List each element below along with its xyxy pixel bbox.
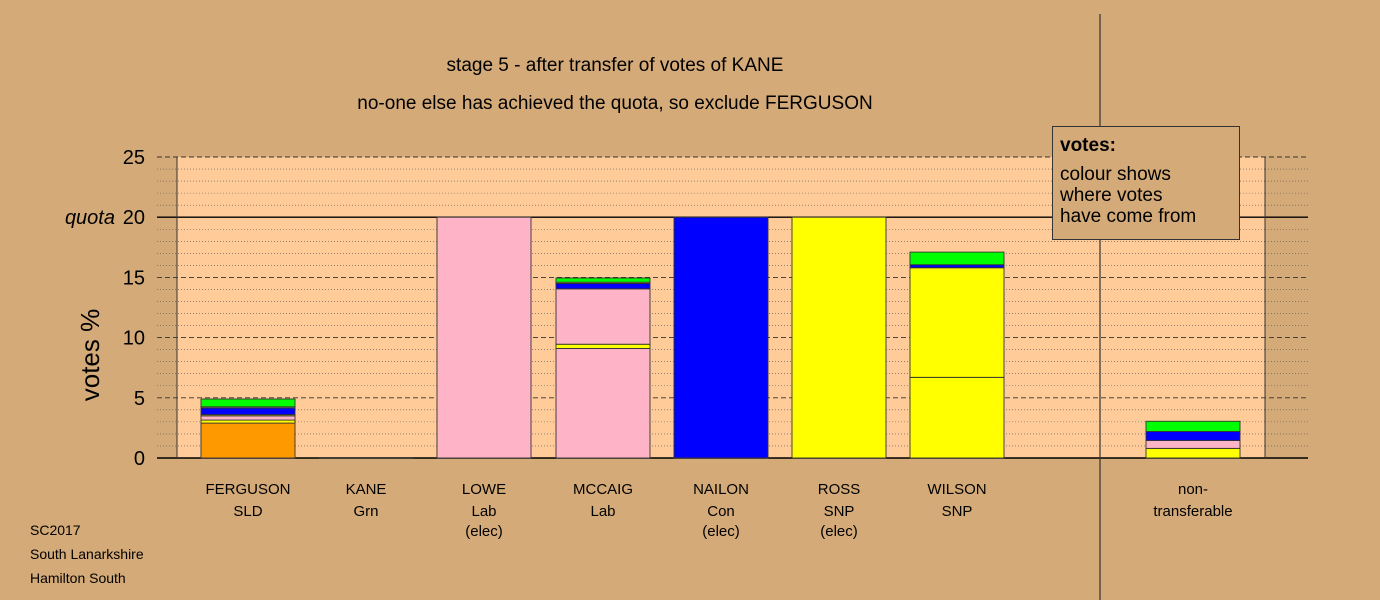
bar-wilson-segment-grn — [909, 251, 1005, 266]
bar-nailon-segment-con — [673, 216, 769, 459]
y-tick-label: 15 — [123, 267, 145, 289]
bar-wilson-segment-con — [909, 264, 1005, 269]
bar-wilson-segment-snp — [909, 267, 1005, 378]
bar-mccaig-segment-lab — [555, 347, 651, 459]
bar-ferguson-segment-sld — [200, 422, 296, 459]
footer-election: SC2017 — [30, 522, 81, 538]
bar-ferguson-segment-con — [200, 407, 296, 416]
bar-mccaig-segment-grn — [555, 277, 651, 283]
candidate-name-label: MCCAIG — [573, 481, 633, 498]
y-tick-label: 25 — [123, 147, 145, 169]
legend-text: colour shows where votes have come from — [1060, 164, 1197, 227]
bar-wilson-segment-snp — [909, 376, 1005, 459]
candidate-party-label: SLD — [233, 503, 262, 520]
candidate-party-label: SNP — [942, 503, 973, 520]
bar-ferguson-segment-grn — [200, 398, 296, 408]
candidate-party-label: Lab — [590, 503, 615, 520]
legend-heading: votes: — [1060, 135, 1116, 156]
y-tick-label: 20 — [123, 207, 145, 229]
bar-mccaig-segment-lab — [555, 288, 651, 345]
bar-nontransferable-segment-con — [1145, 431, 1241, 441]
bar-mccaig-segment-con — [555, 282, 651, 290]
footer-council: South Lanarkshire — [30, 546, 144, 562]
nontransferable-label: transferable — [1153, 503, 1232, 520]
y-tick-label: 10 — [123, 328, 145, 350]
y-tick-label: 5 — [134, 388, 145, 410]
candidate-name-label: LOWE — [462, 481, 506, 498]
bar-nontransferable-segment-snp — [1145, 447, 1241, 459]
candidate-name-label: NAILON — [693, 481, 749, 498]
candidate-party-label: SNP — [824, 503, 855, 520]
labels: 0 5 10 15 20 25 quota votes % FERGUSON SLD KANE Grn… — [65, 147, 1233, 540]
footer-ward: Hamilton South — [30, 570, 126, 586]
bar-lowe-segment-lab — [436, 216, 532, 459]
bar-ferguson-segment-snp — [200, 419, 296, 424]
nontransferable-label: non- — [1178, 481, 1208, 498]
bar-ross-segment-snp — [791, 216, 887, 459]
candidate-elected-label: (elec) — [465, 523, 503, 540]
quota-label: quota — [65, 207, 115, 229]
y-axis-label: votes % — [75, 309, 105, 402]
chart-subtitle: no-one else has achieved the quota, so e… — [357, 93, 873, 114]
candidate-party-label: Lab — [471, 503, 496, 520]
bar-ferguson-segment-lab — [200, 415, 296, 421]
candidate-name-label: WILSON — [927, 481, 986, 498]
candidate-elected-label: (elec) — [702, 523, 740, 540]
bar-mccaig-segment-snp — [555, 343, 651, 349]
candidate-elected-label: (elec) — [820, 523, 858, 540]
bar-nontransferable-segment-lab — [1145, 440, 1241, 449]
candidate-party-label: Grn — [353, 503, 378, 520]
y-tick-label: 0 — [134, 448, 145, 470]
bar-nontransferable-segment-grn — [1145, 420, 1241, 432]
legend: votes: colour shows where votes have com… — [1052, 126, 1240, 240]
candidate-name-label: FERGUSON — [205, 481, 290, 498]
candidate-name-label: KANE — [346, 481, 387, 498]
bars — [200, 216, 1241, 459]
candidate-name-label: ROSS — [818, 481, 861, 498]
candidate-party-label: Con — [707, 503, 735, 520]
chart-title: stage 5 - after transfer of votes of KAN… — [446, 55, 784, 76]
